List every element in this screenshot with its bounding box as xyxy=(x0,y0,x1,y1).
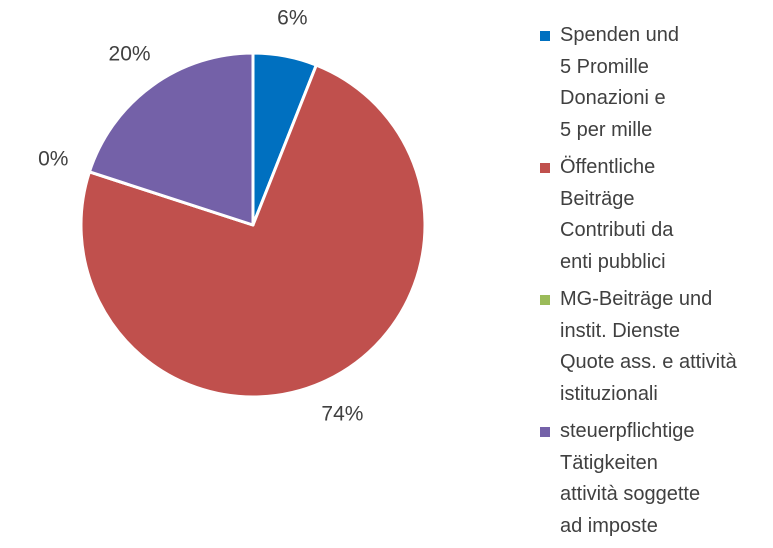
data-label: 20% xyxy=(109,43,151,66)
legend-label: steuerpflichtige Tätigkeiten attività so… xyxy=(560,420,701,537)
pie-slice xyxy=(87,51,255,227)
chart: 6% 74% 0% 20% xyxy=(38,6,427,426)
data-label: 6% xyxy=(277,6,307,29)
legend-label: Spenden und 5 Promille Donazioni e 5 per… xyxy=(560,24,680,141)
legend-swatch xyxy=(540,31,550,41)
legend-item: Spenden und 5 Promille Donazioni e 5 per… xyxy=(540,20,737,146)
pie-slice xyxy=(79,63,427,399)
legend-item: MG-Beiträge und instit. Dienste Quote as… xyxy=(540,284,737,410)
legend-label: Öffentliche Beiträge Contributi da enti … xyxy=(560,156,674,273)
legend-label: MG-Beiträge und instit. Dienste Quote as… xyxy=(560,288,737,405)
data-label: 0% xyxy=(38,148,68,171)
data-label: 74% xyxy=(321,403,363,426)
legend: Spenden und 5 Promille Donazioni e 5 per… xyxy=(540,20,737,548)
legend-swatch xyxy=(540,163,550,173)
legend-item: steuerpflichtige Tätigkeiten attività so… xyxy=(540,416,737,542)
legend-swatch xyxy=(540,295,550,305)
legend-item: Öffentliche Beiträge Contributi da enti … xyxy=(540,152,737,278)
legend-swatch xyxy=(540,427,550,437)
